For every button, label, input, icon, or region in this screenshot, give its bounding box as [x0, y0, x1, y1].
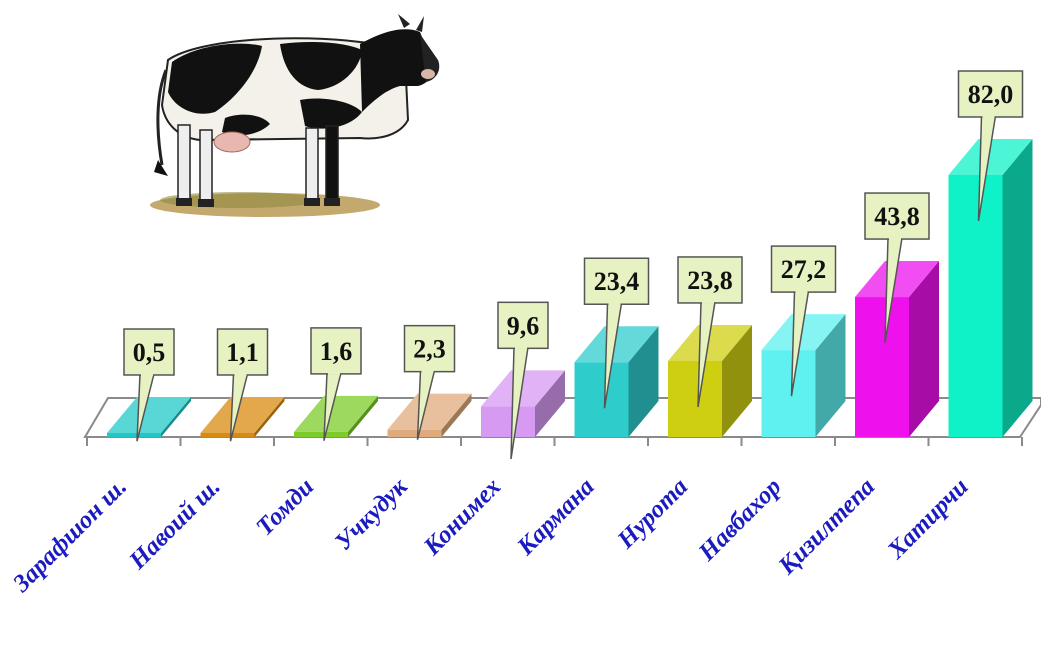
data-label: 2,3 — [413, 335, 446, 364]
category-label: Кармана — [512, 473, 600, 561]
bar — [481, 370, 565, 437]
bar — [761, 314, 846, 437]
value-callout: 0,5 — [123, 328, 175, 442]
data-label: 82,0 — [968, 80, 1014, 109]
category-label: Навоий ш. — [124, 473, 226, 575]
x-axis-ticks — [86, 437, 1023, 446]
category-label: Зарафшон ш. — [7, 473, 132, 598]
data-label: 23,8 — [687, 266, 733, 295]
category-label: Нурота — [612, 473, 693, 554]
category-labels: Зарафшон ш.Навоий ш. Томди Учкудук Конимех К… — [7, 472, 973, 598]
value-callout: 27,2 — [770, 245, 837, 397]
bar — [200, 397, 285, 437]
value-callout: 2,3 — [403, 324, 456, 440]
data-label: 23,4 — [594, 267, 640, 296]
value-callout: 23,4 — [583, 257, 650, 409]
bar — [294, 395, 378, 437]
data-label: 9,6 — [507, 311, 540, 340]
cow-illustration — [150, 14, 440, 217]
value-callout: 43,8 — [864, 192, 930, 344]
value-callout: 1,6 — [310, 327, 362, 441]
bar — [387, 393, 472, 437]
category-label: Конимех — [418, 473, 506, 561]
bar — [107, 397, 191, 437]
bar — [668, 324, 752, 437]
data-label: 1,1 — [226, 338, 259, 367]
value-callout: 1,1 — [216, 328, 269, 442]
data-label: 43,8 — [874, 202, 920, 231]
value-callout: 9,6 — [497, 301, 549, 460]
category-label: Учкудук — [330, 472, 414, 556]
category-label: Томди — [251, 473, 319, 541]
bar — [574, 326, 659, 437]
bar — [855, 261, 939, 437]
bar — [948, 139, 1033, 437]
bar-series — [107, 139, 1033, 437]
value-callout: 82,0 — [957, 70, 1024, 222]
category-label: Қизилтепа — [773, 473, 880, 580]
data-label: 27,2 — [781, 255, 827, 284]
data-label: 1,6 — [320, 337, 353, 366]
value-callout: 23,8 — [677, 256, 743, 408]
value-callouts: 0,5 1,1 1,6 2,3 9,6 23,4 23,8 27,2 43,8 82,0 — [123, 70, 1024, 460]
category-label: Навбахор — [693, 473, 787, 567]
category-label: Хатирчи — [882, 473, 974, 565]
data-label: 0,5 — [133, 338, 166, 367]
